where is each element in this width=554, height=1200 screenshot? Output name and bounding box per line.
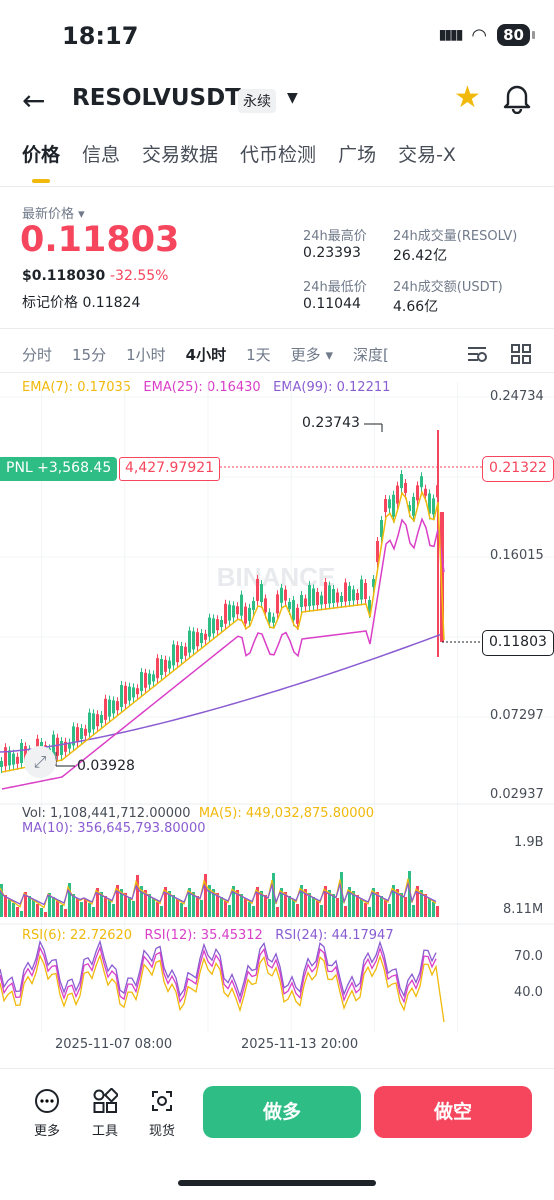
signal-icon: ▮▮▮▮ xyxy=(438,27,464,43)
battery-icon: 80 xyxy=(497,24,535,46)
rsi24-label: RSI(24): 44.17947 xyxy=(275,928,394,943)
symbol-title[interactable]: RESOLVUSDT xyxy=(72,85,241,111)
kline-chart[interactable]: BINANCE xyxy=(0,372,554,1072)
interval-4h[interactable]: 4小时 xyxy=(185,346,227,364)
caret-down-icon: ▾ xyxy=(325,346,333,364)
symbol-dropdown-icon[interactable]: ▼ xyxy=(287,90,298,106)
volume-legend: Vol: 1,108,441,712.00000 MA(5): 449,032,… xyxy=(22,806,374,836)
tools-label: 工具 xyxy=(92,1124,119,1139)
vol-ma10-label: MA(10): 356,645,793.80000 xyxy=(22,821,206,836)
vol-base-label: 24h成交量(RESOLV) xyxy=(393,229,518,244)
status-time: 18:17 xyxy=(62,22,139,50)
interval-time[interactable]: 分时 xyxy=(22,346,53,364)
spot-icon xyxy=(149,1088,175,1120)
tab-square[interactable]: 广场 xyxy=(338,144,377,166)
liquidation-price-tag: 0.21322 xyxy=(482,456,554,482)
high-value: 0.23393 xyxy=(303,245,361,261)
wifi-icon: ◠ xyxy=(471,24,488,46)
date-label: 2025-11-13 20:00 xyxy=(241,1037,359,1052)
short-button[interactable]: 做空 xyxy=(374,1086,532,1138)
tab-bar: 价格 信息 交易数据 代币检测 广场 交易-X xyxy=(22,140,478,167)
bell-icon[interactable] xyxy=(502,82,532,118)
rsi12-label: RSI(12): 35.45312 xyxy=(144,928,263,943)
low-label: 24h最低价 xyxy=(303,280,367,295)
perpetual-badge: 永续 xyxy=(238,89,276,113)
tab-info[interactable]: 信息 xyxy=(82,144,121,166)
vol-ma5-label: MA(5): 449,032,875.80000 xyxy=(198,806,375,821)
tab-price[interactable]: 价格 xyxy=(22,144,61,166)
tab-token-check[interactable]: 代币检测 xyxy=(240,144,317,166)
rsi-axis-40: 40.0 xyxy=(514,985,543,1000)
tab-underline xyxy=(32,179,50,183)
last-price: 0.11803 xyxy=(20,220,180,260)
divider xyxy=(0,328,554,329)
interval-more[interactable]: 更多 ▾ xyxy=(290,346,333,364)
interval-15m[interactable]: 15分 xyxy=(72,346,107,364)
interval-1h[interactable]: 1小时 xyxy=(126,346,166,364)
last-price-label[interactable]: 最新价格 ▾ xyxy=(22,207,85,222)
layout-grid-icon[interactable] xyxy=(511,344,531,368)
rsi6-line xyxy=(0,953,445,1023)
tab-trading-data[interactable]: 交易数据 xyxy=(142,144,219,166)
vol-base-value: 26.42亿 xyxy=(393,248,448,264)
tab-trade-x[interactable]: 交易-X xyxy=(398,144,456,166)
home-indicator xyxy=(178,1180,376,1186)
ema25-line xyxy=(1,517,445,790)
low-annotation: 0.03928 xyxy=(77,758,135,774)
long-button[interactable]: 做多 xyxy=(203,1086,361,1138)
high-label: 24h最高价 xyxy=(303,229,367,244)
rsi12-line xyxy=(0,945,437,1005)
header: ← RESOLVUSDT 永续 ▼ ★ xyxy=(0,78,554,122)
divider xyxy=(0,372,554,373)
rsi-legend: RSI(6): 22.72620 RSI(12): 35.45312 RSI(2… xyxy=(22,928,394,943)
ema99-label: EMA(99): 0.12211 xyxy=(273,380,391,395)
tools-button[interactable]: 工具 xyxy=(92,1087,120,1139)
binance-watermark: BINANCE xyxy=(217,562,335,592)
more-label: 更多 xyxy=(34,1124,61,1139)
axis-label: 0.24734 xyxy=(490,389,544,404)
vol-axis-bottom: 8.11M xyxy=(503,902,544,917)
ema25-label: EMA(25): 0.16430 xyxy=(143,380,261,395)
low-value: 0.11044 xyxy=(303,296,361,312)
position-price-tag[interactable]: 4,427.97921 xyxy=(119,457,221,481)
favorite-star-icon[interactable]: ★ xyxy=(454,80,481,115)
interval-depth[interactable]: 深度[ xyxy=(352,346,389,364)
high-annotation: 0.23743 xyxy=(302,415,360,431)
interval-1d[interactable]: 1天 xyxy=(246,346,271,364)
vol-axis-top: 1.9B xyxy=(514,835,544,850)
vol-label: Vol: 1,108,441,712.00000 xyxy=(22,806,191,821)
caret-down-icon: ▾ xyxy=(78,207,85,222)
date-label: 2025-11-07 08:00 xyxy=(55,1037,173,1052)
current-price-tag: 0.11803 xyxy=(482,630,554,656)
mark-price: 标记价格 0.11824 xyxy=(22,295,141,311)
pnl-tag[interactable]: PNL +3,568.45 xyxy=(0,457,118,481)
spot-label: 现货 xyxy=(149,1124,176,1139)
rsi6-label: RSI(6): 22.72620 xyxy=(22,928,133,943)
ema7-line xyxy=(1,490,445,773)
axis-label: 0.07297 xyxy=(490,708,544,723)
axis-label: 0.16015 xyxy=(490,548,544,563)
change-percent: -32.55% xyxy=(110,268,169,284)
ema7-label: EMA(7): 0.17035 xyxy=(22,380,132,395)
vol-quote-label: 24h成交额(USDT) xyxy=(393,280,503,295)
status-icons: ▮▮▮▮ ◠ 80 xyxy=(438,24,535,46)
chart-settings-icon[interactable] xyxy=(466,344,488,368)
vol-ma10-line xyxy=(0,881,437,906)
back-arrow-icon[interactable]: ← xyxy=(22,84,46,117)
divider xyxy=(0,186,554,187)
more-dots-icon xyxy=(34,1088,60,1120)
usd-price: $0.118030 xyxy=(22,268,106,284)
more-button[interactable]: 更多 xyxy=(34,1088,60,1139)
ema-legend: EMA(7): 0.17035 EMA(25): 0.16430 EMA(99)… xyxy=(22,380,390,395)
axis-label: 0.02937 xyxy=(490,787,544,802)
spot-button[interactable]: 现货 xyxy=(149,1088,175,1139)
ema99-line xyxy=(0,634,441,753)
rsi-axis-70: 70.0 xyxy=(514,949,543,964)
expand-icon[interactable]: ⤢ xyxy=(24,746,56,778)
rsi24-line xyxy=(0,939,437,999)
volume-bars xyxy=(0,871,439,917)
vol-quote-value: 4.66亿 xyxy=(393,299,439,315)
tools-grid-icon xyxy=(92,1087,120,1120)
interval-bar: 分时 15分 1小时 4小时 1天 更多 ▾ 深度[ xyxy=(22,344,409,365)
